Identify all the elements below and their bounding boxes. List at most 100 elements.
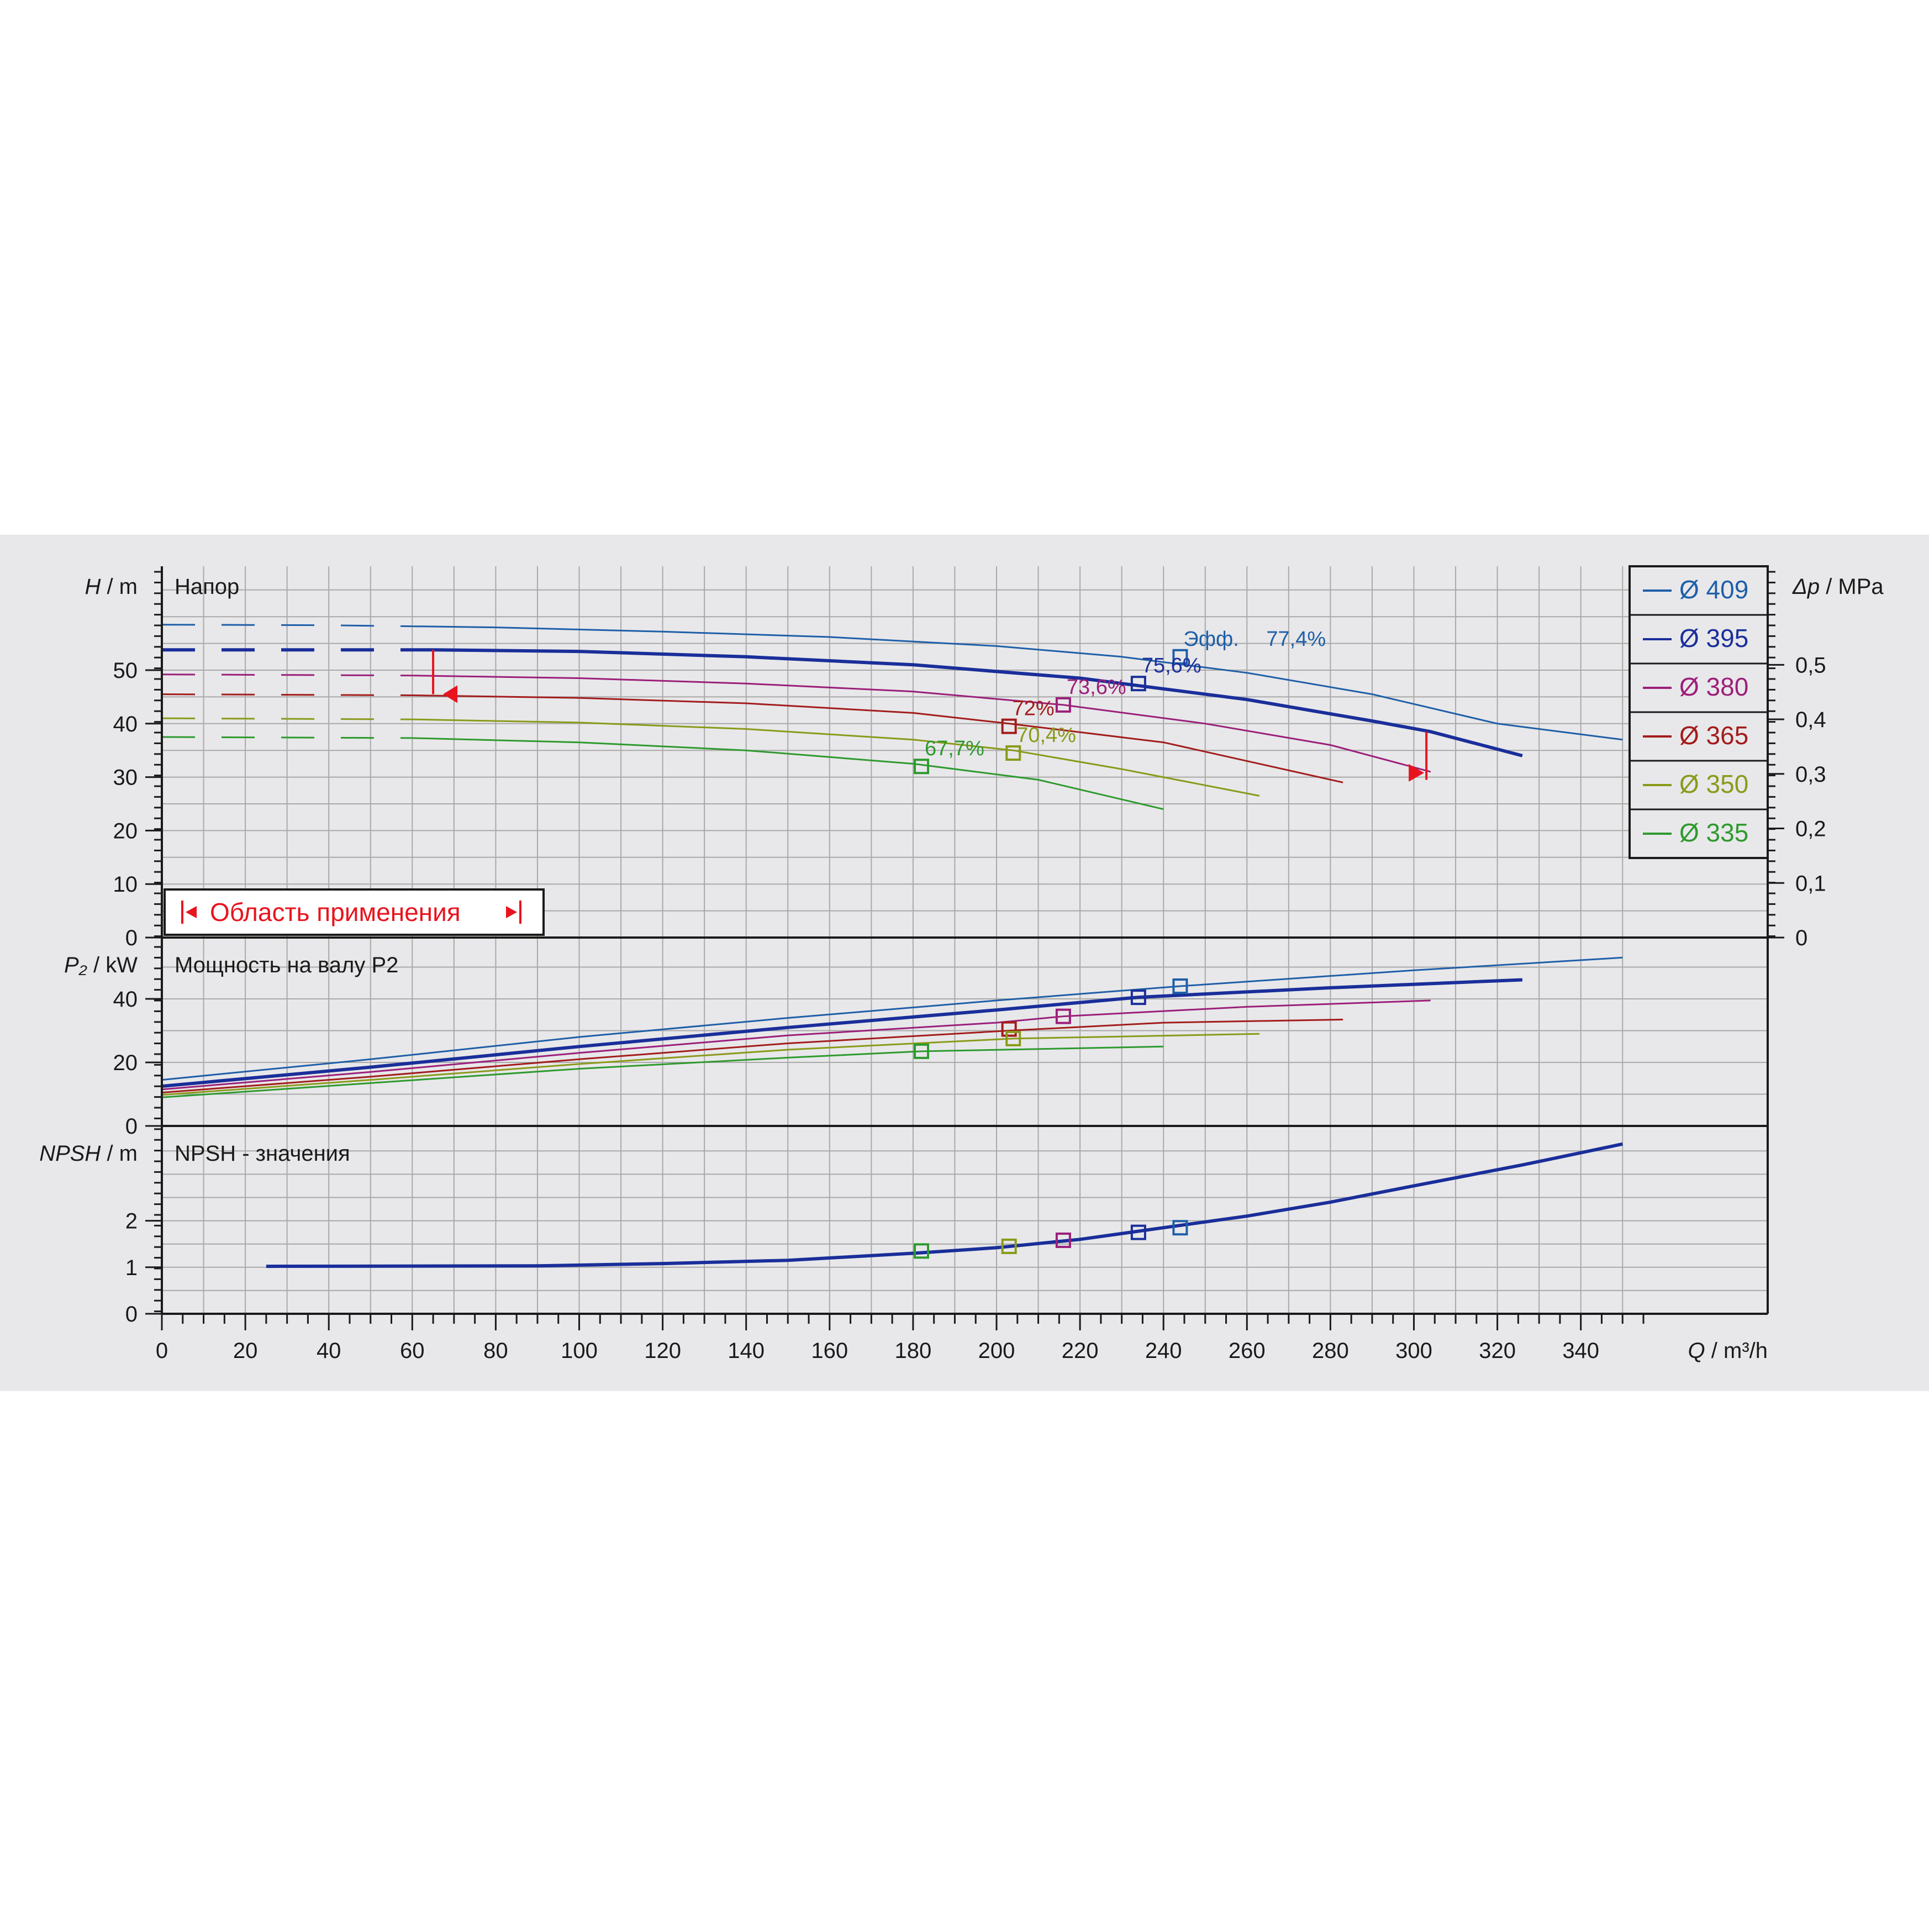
power-bep-marker xyxy=(1005,1030,1021,1046)
range-arrow-right xyxy=(1409,764,1425,782)
head-curve xyxy=(412,718,1260,797)
x-tick-label: 0 xyxy=(156,1339,168,1363)
x-axis-label-symbol: Q xyxy=(1688,1339,1705,1363)
legend-label: Ø 409 xyxy=(1679,575,1748,604)
head-curve xyxy=(433,648,1523,757)
head-curve-dashed xyxy=(161,736,413,739)
y-right-tick-label: 0,1 xyxy=(1795,871,1826,896)
head-axis-label: H / m xyxy=(85,575,138,599)
range-legend-box xyxy=(164,888,545,936)
npsh-bep-marker xyxy=(1055,1232,1071,1248)
head-curve xyxy=(412,737,1164,810)
y-right-tick-label: 0,4 xyxy=(1795,708,1826,732)
range-legend-arrow-right xyxy=(506,906,517,918)
x-tick-label: 280 xyxy=(1312,1339,1349,1363)
power-bep-marker xyxy=(1172,978,1188,994)
x-tick-label: 200 xyxy=(978,1339,1015,1363)
y-tick-label: 20 xyxy=(113,819,138,843)
npsh-axis-label-symbol: NPSH xyxy=(39,1141,101,1166)
range-legend-label: Область применения xyxy=(210,898,461,926)
labels: 0 20 40 60 80 100 120 140 160 180 200 220 240 260 280 3… xyxy=(39,575,1884,1363)
y-tick-label: 1 xyxy=(125,1256,138,1280)
head-curve xyxy=(412,675,1431,773)
head-curve-dashed xyxy=(161,693,413,696)
head-panel-title: Напор xyxy=(175,575,239,599)
legend-label: Ø 395 xyxy=(1679,624,1748,652)
npsh-bep-marker xyxy=(1001,1238,1017,1254)
npsh-axis-label-unit: / m xyxy=(101,1141,138,1166)
x-tick-label: 160 xyxy=(811,1339,848,1363)
y-right-tick-label: 0,5 xyxy=(1795,653,1826,677)
x-tick-label: 100 xyxy=(561,1339,598,1363)
x-tick-label: 240 xyxy=(1145,1339,1182,1363)
bep-label: 75,6% xyxy=(1142,654,1201,677)
x-axis-label-unit: / m³/h xyxy=(1705,1339,1768,1363)
x-tick-label: 20 xyxy=(233,1339,258,1363)
bep-label: 72% xyxy=(1013,697,1055,720)
bep-marker xyxy=(1055,697,1071,713)
npsh-panel-title: NPSH - значения xyxy=(175,1141,350,1166)
power-bep-marker xyxy=(1001,1021,1017,1037)
power-curve xyxy=(161,1045,1164,1098)
legend: Область применения Ø 409 Ø 395 Ø 380 Ø 365 Ø … xyxy=(164,565,1769,936)
y-right-tick-label: 0,3 xyxy=(1795,762,1826,787)
x-tick-label: 260 xyxy=(1229,1339,1266,1363)
bep-marker xyxy=(1001,718,1017,734)
x-tick-label: 340 xyxy=(1562,1339,1599,1363)
bep-label: 67,7% xyxy=(925,737,984,760)
x-tick-label: 220 xyxy=(1062,1339,1099,1363)
pressure-axis-label-unit: / MPa xyxy=(1820,575,1884,599)
x-tick-label: 40 xyxy=(317,1339,341,1363)
power-bep-marker xyxy=(1130,989,1146,1006)
head-axis-label-symbol: H xyxy=(85,575,101,599)
range-arrow-left xyxy=(443,685,458,703)
power-bep-marker xyxy=(914,1043,930,1059)
y-tick-label: 0 xyxy=(125,926,138,950)
pressure-axis-label-symbol: Δp xyxy=(1792,575,1820,599)
x-axis-label: Q / m³/h xyxy=(1688,1339,1768,1363)
x-tick-label: 180 xyxy=(895,1339,932,1363)
head-curve-dashed xyxy=(161,717,413,720)
bep-label: 70,4% xyxy=(1016,724,1076,747)
legend-label: Ø 365 xyxy=(1679,721,1748,750)
bep-label: 77,4% xyxy=(1266,628,1326,651)
legend-label: Ø 350 xyxy=(1679,770,1748,798)
npsh-bep-marker xyxy=(914,1243,930,1259)
y-right-tick-label: 0,2 xyxy=(1795,817,1826,841)
y-right-tick-label: 0 xyxy=(1795,926,1807,950)
head-curve xyxy=(412,694,1343,783)
y-tick-label: 40 xyxy=(113,987,138,1012)
y-tick-label: 0 xyxy=(125,1302,138,1326)
power-axis-label-symbol: P₂ xyxy=(64,953,87,977)
power-axis-label-unit: / kW xyxy=(87,953,138,977)
axes xyxy=(145,566,1784,1330)
bep-marker xyxy=(1130,676,1146,692)
bep-label: 73,6% xyxy=(1067,676,1126,699)
npsh-curve xyxy=(266,1142,1623,1268)
npsh-bep-marker xyxy=(1172,1220,1188,1236)
power-curve xyxy=(161,956,1623,1081)
x-tick-label: 80 xyxy=(483,1339,508,1363)
y-tick-label: 50 xyxy=(113,659,138,683)
x-tick-label: 140 xyxy=(728,1339,765,1363)
power-curve xyxy=(161,999,1431,1091)
head-curve-dashed xyxy=(161,673,413,677)
x-tick-label: 60 xyxy=(400,1339,425,1363)
bep-marker xyxy=(1172,649,1188,665)
bep-marker xyxy=(1005,745,1021,761)
npsh-bep-marker xyxy=(1130,1224,1146,1240)
y-tick-label: 2 xyxy=(125,1209,138,1234)
y-tick-label: 20 xyxy=(113,1051,138,1075)
y-tick-label: 0 xyxy=(125,1114,138,1139)
bep-marker xyxy=(914,759,930,775)
head-curve xyxy=(412,625,1623,741)
npsh-axis-label: NPSH / m xyxy=(39,1141,138,1166)
range-legend-arrow-left xyxy=(186,906,197,918)
y-tick-label: 30 xyxy=(113,766,138,790)
power-curve xyxy=(161,1033,1260,1096)
efficiency-label: Эфф. xyxy=(1183,628,1238,651)
x-tick-label: 300 xyxy=(1395,1339,1432,1363)
head-axis-label-unit: / m xyxy=(101,575,138,599)
